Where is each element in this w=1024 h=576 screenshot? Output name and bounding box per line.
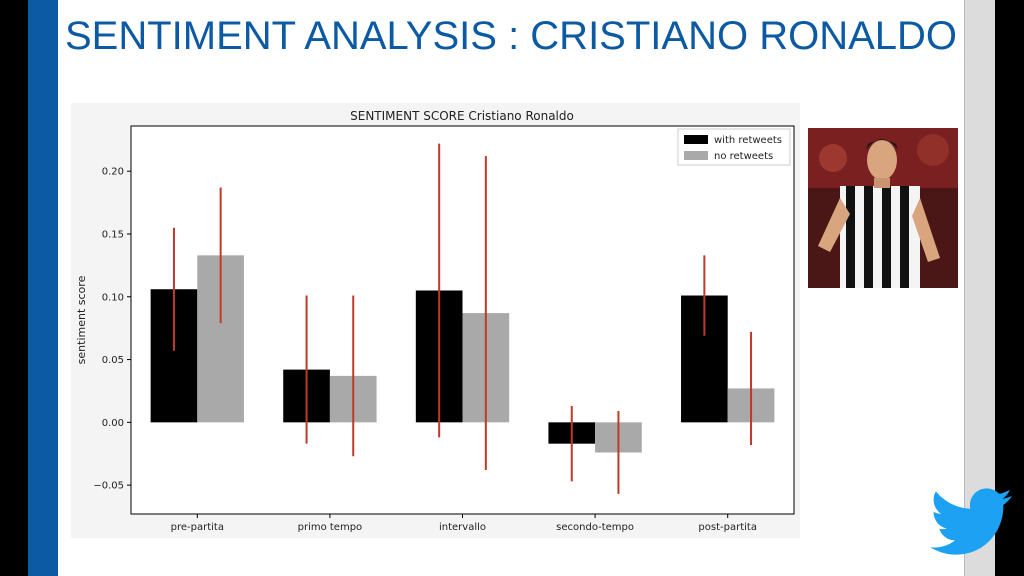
y-tick-label: 0.15 [102,229,124,240]
y-axis: −0.05 0.00 0.05 0.10 0.15 0.20 [93,167,131,492]
y-tick-label: −0.05 [93,481,124,492]
x-tick-label: primo tempo [298,522,363,533]
x-axis: pre-partita primo tempo intervallo secondo-… [171,514,757,533]
player-photo [808,128,958,288]
legend-label-with-retweets: with retweets [714,135,782,146]
error-bars-layer [172,143,753,494]
x-tick-label: post-partita [698,522,757,533]
legend-swatch-with-retweets [684,135,708,144]
y-axis-label: sentiment score [75,275,88,364]
twitter-bird-icon [930,488,1012,555]
y-tick-label: 0.05 [102,355,124,366]
legend-swatch-no-retweets [684,151,708,160]
x-tick-label: pre-partita [171,522,224,533]
y-tick-label: 0.10 [102,292,124,303]
chart-panel: SENTIMENT SCORE Cristiano Ronaldo −0.05 0… [71,103,800,538]
x-tick-label: secondo-tempo [556,522,634,533]
x-tick-label: intervallo [439,522,486,533]
left-accent-band [28,0,58,576]
slide-title: SENTIMENT ANALYSIS : CRISTIANO RONALDO [64,14,958,58]
y-tick-label: 0.20 [102,167,124,178]
chart-title: SENTIMENT SCORE Cristiano Ronaldo [350,109,574,123]
chart-legend: with retweets no retweets [677,128,791,166]
right-scrollbar-band [964,0,995,576]
legend-label-no-retweets: no retweets [714,151,773,162]
sentiment-bar-chart: SENTIMENT SCORE Cristiano Ronaldo −0.05 0… [75,109,795,533]
y-tick-label: 0.00 [102,418,124,429]
